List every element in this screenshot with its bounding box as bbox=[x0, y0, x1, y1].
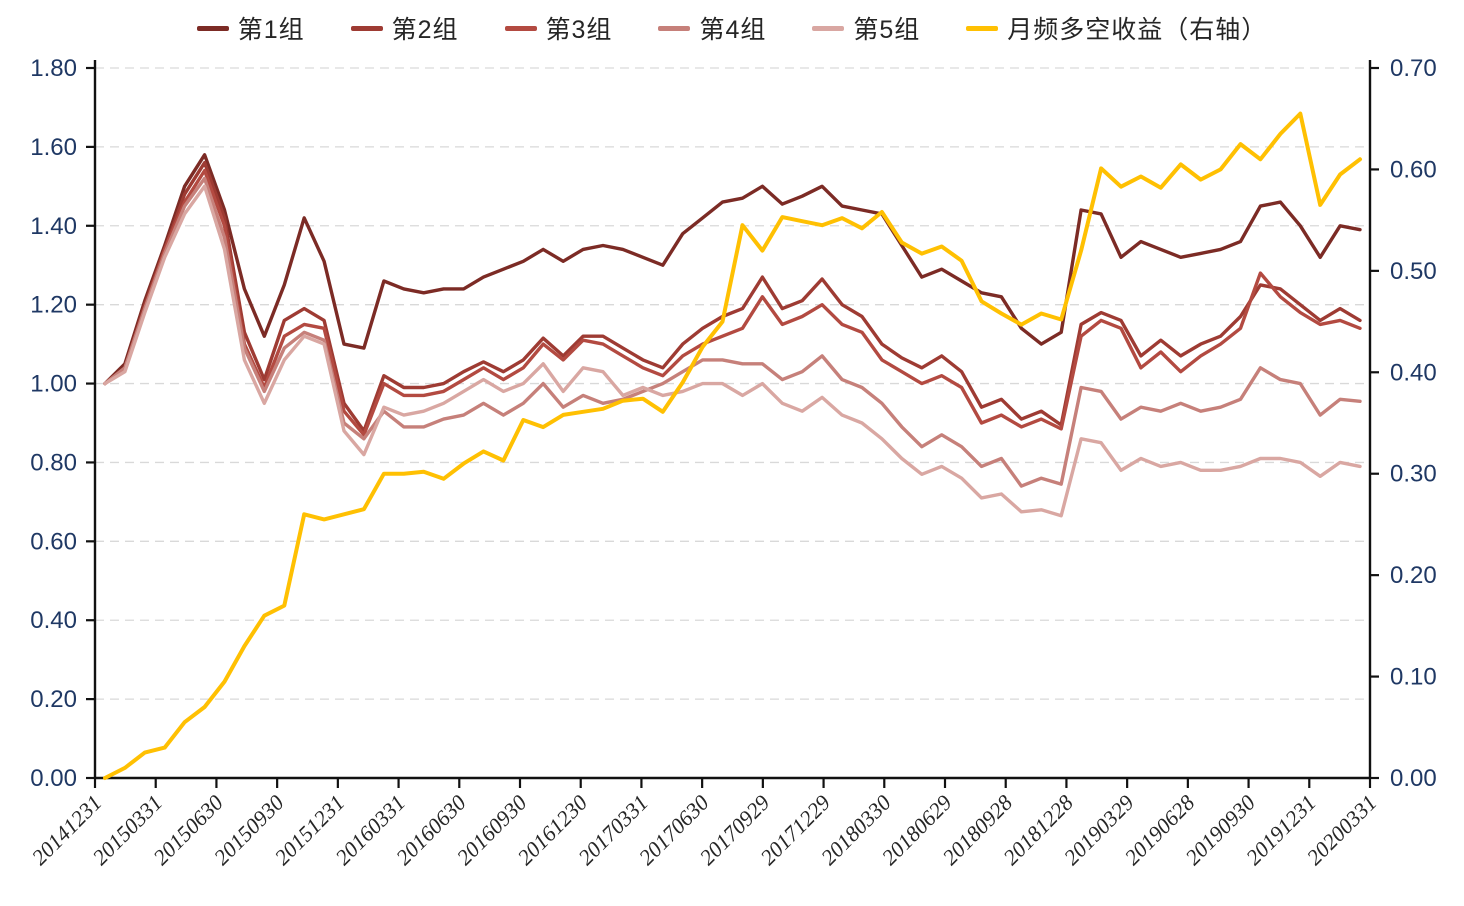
left-axis-label: 1.40 bbox=[30, 213, 77, 240]
legend-item-3: 第3组 bbox=[504, 10, 613, 46]
legend-item-5: 第5组 bbox=[812, 10, 920, 46]
series-line-第2组 bbox=[103, 160, 1362, 433]
series-line-第1组 bbox=[103, 153, 1362, 386]
legend-item-1: 第1组 bbox=[196, 10, 305, 46]
legend-label: 月频多空收益（右轴） bbox=[1007, 16, 1268, 44]
series-line-第5组 bbox=[103, 184, 1362, 518]
legend-label: 第1组 bbox=[237, 16, 305, 44]
legend-item-6: 月频多空收益（右轴） bbox=[966, 10, 1267, 46]
legend: 第1组 第2组 第3组 第4组 第5组 月频多空收益（右轴） bbox=[0, 10, 1464, 46]
legend-item-4: 第4组 bbox=[658, 10, 766, 46]
left-axis-label: 1.20 bbox=[30, 292, 77, 319]
left-axis-label: 0.20 bbox=[30, 686, 77, 713]
right-axis-label: 0.70 bbox=[1390, 55, 1437, 82]
left-axis-label: 0.60 bbox=[30, 528, 77, 555]
legend-item-2: 第2组 bbox=[350, 10, 459, 46]
left-axis-label: 0.80 bbox=[30, 449, 77, 476]
legend-swatch-icon bbox=[196, 25, 229, 31]
legend-swatch-icon bbox=[966, 25, 999, 31]
series-line-第4组 bbox=[103, 176, 1362, 488]
legend-swatch-icon bbox=[812, 25, 845, 31]
right-axis-label: 0.20 bbox=[1390, 562, 1437, 589]
left-axis-label: 1.60 bbox=[30, 134, 77, 161]
legend-label: 第3组 bbox=[545, 16, 613, 44]
legend-swatch-icon bbox=[350, 25, 383, 31]
legend-label: 第5组 bbox=[853, 16, 921, 44]
legend-label: 第4组 bbox=[699, 16, 767, 44]
right-axis-label: 0.10 bbox=[1390, 664, 1437, 691]
left-axis-label: 1.80 bbox=[30, 55, 77, 82]
left-axis-label: 0.00 bbox=[30, 765, 77, 792]
left-axis-label: 1.00 bbox=[30, 371, 77, 398]
right-axis-label: 0.00 bbox=[1390, 765, 1437, 792]
left-axis-label: 0.40 bbox=[30, 607, 77, 634]
legend-label: 第2组 bbox=[391, 16, 459, 44]
legend-swatch-icon bbox=[504, 25, 537, 31]
series-line-月频多空收益（右轴） bbox=[103, 111, 1362, 780]
legend-swatch-icon bbox=[658, 25, 691, 31]
right-axis-label: 0.30 bbox=[1390, 461, 1437, 488]
series-line-第3组 bbox=[103, 168, 1362, 437]
right-axis-label: 0.60 bbox=[1390, 156, 1437, 183]
right-axis-label: 0.50 bbox=[1390, 258, 1437, 285]
right-axis-label: 0.40 bbox=[1390, 359, 1437, 386]
